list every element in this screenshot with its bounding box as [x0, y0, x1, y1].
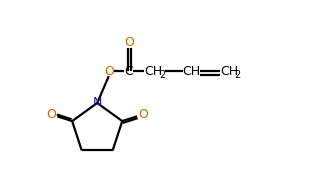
Text: O: O: [104, 65, 114, 78]
Text: O: O: [138, 108, 148, 121]
Text: O: O: [124, 36, 134, 49]
Text: CH: CH: [220, 65, 238, 78]
Text: CH: CH: [145, 65, 163, 78]
Text: 2: 2: [234, 70, 240, 79]
Text: 2: 2: [159, 70, 165, 79]
Text: C: C: [124, 65, 133, 78]
Text: N: N: [93, 96, 102, 109]
Text: CH: CH: [182, 65, 200, 78]
Text: O: O: [46, 108, 57, 121]
